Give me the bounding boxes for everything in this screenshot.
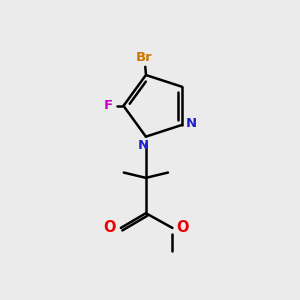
Text: O: O <box>103 220 116 236</box>
Text: F: F <box>104 99 113 112</box>
Text: O: O <box>176 220 189 236</box>
Text: N: N <box>138 139 149 152</box>
Text: Br: Br <box>136 51 153 64</box>
Text: N: N <box>186 117 197 130</box>
